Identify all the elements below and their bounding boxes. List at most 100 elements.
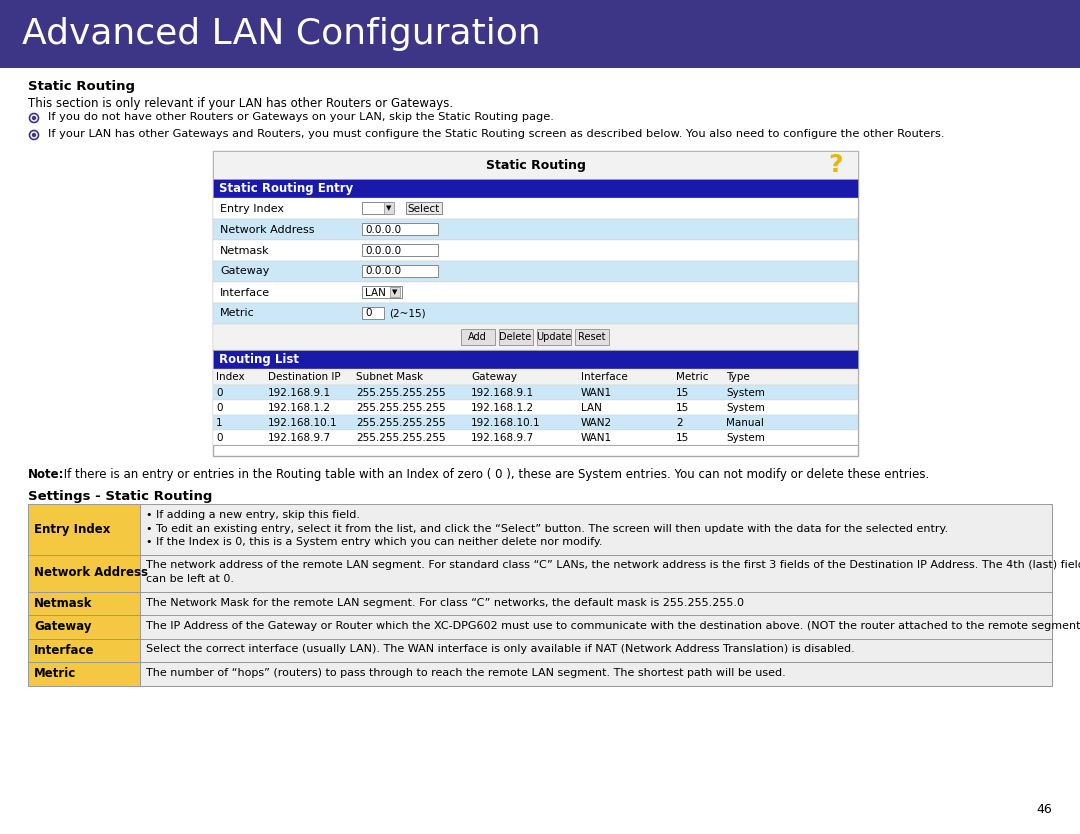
Bar xyxy=(140,504,1052,555)
Text: If your LAN has other Gateways and Routers, you must configure the Static Routin: If your LAN has other Gateways and Route… xyxy=(48,129,945,139)
Text: 255.255.255.255: 255.255.255.255 xyxy=(356,418,446,428)
Bar xyxy=(28,504,140,555)
Text: ?: ? xyxy=(828,153,843,177)
Bar xyxy=(213,350,858,369)
Text: Add: Add xyxy=(468,332,487,342)
Bar xyxy=(213,415,858,430)
Circle shape xyxy=(32,117,36,119)
Bar xyxy=(362,202,392,214)
Bar xyxy=(213,261,858,282)
Bar xyxy=(362,223,438,235)
Bar xyxy=(28,662,140,686)
Bar xyxy=(537,329,570,345)
Text: 192.168.1.2: 192.168.1.2 xyxy=(471,403,535,413)
Text: Subnet Mask: Subnet Mask xyxy=(356,372,423,382)
Text: 0.0.0.0: 0.0.0.0 xyxy=(365,245,401,255)
Bar xyxy=(213,151,858,456)
Text: Select: Select xyxy=(408,203,441,214)
Text: Advanced LAN Configuration: Advanced LAN Configuration xyxy=(22,17,541,51)
Text: Delete: Delete xyxy=(499,332,531,342)
Bar xyxy=(213,151,858,179)
Text: Select the correct interface (usually LAN). The WAN interface is only available : Select the correct interface (usually LA… xyxy=(146,645,854,655)
Bar xyxy=(362,265,438,277)
Text: Interface: Interface xyxy=(33,644,95,656)
Bar xyxy=(0,0,1080,68)
Bar xyxy=(213,445,858,446)
Text: System: System xyxy=(726,403,765,413)
Text: 1: 1 xyxy=(216,418,222,428)
Text: 15: 15 xyxy=(676,433,689,443)
Text: ▼: ▼ xyxy=(392,289,397,295)
Text: Gateway: Gateway xyxy=(220,267,269,277)
Bar xyxy=(28,615,140,639)
Text: Settings - Static Routing: Settings - Static Routing xyxy=(28,490,213,503)
Text: 0.0.0.0: 0.0.0.0 xyxy=(365,267,401,277)
Bar xyxy=(213,430,858,445)
Bar xyxy=(213,240,858,261)
Text: Type: Type xyxy=(726,372,750,382)
Bar xyxy=(28,555,140,591)
Text: Interface: Interface xyxy=(220,288,270,298)
Bar xyxy=(28,639,140,662)
Bar xyxy=(460,329,495,345)
Text: If you do not have other Routers or Gateways on your LAN, skip the Static Routin: If you do not have other Routers or Gate… xyxy=(48,112,554,122)
Bar xyxy=(499,329,532,345)
Text: Destination IP: Destination IP xyxy=(268,372,340,382)
Text: 0: 0 xyxy=(365,309,372,319)
Text: LAN: LAN xyxy=(581,403,602,413)
Text: Update: Update xyxy=(536,332,571,342)
Text: • If adding a new entry, skip this field.: • If adding a new entry, skip this field… xyxy=(146,510,360,520)
Text: Gateway: Gateway xyxy=(33,620,92,633)
Text: WAN1: WAN1 xyxy=(581,433,612,443)
Bar xyxy=(362,307,384,319)
Text: Reset: Reset xyxy=(578,332,605,342)
Bar xyxy=(213,400,858,415)
Bar xyxy=(213,324,858,350)
Bar xyxy=(28,591,140,615)
Bar xyxy=(213,179,858,198)
Text: can be left at 0.: can be left at 0. xyxy=(146,574,234,584)
Text: Static Routing: Static Routing xyxy=(28,80,135,93)
Bar xyxy=(362,286,402,298)
Text: Metric: Metric xyxy=(220,309,255,319)
Text: The IP Address of the Gateway or Router which the XC-DPG602 must use to communic: The IP Address of the Gateway or Router … xyxy=(146,621,1080,631)
Bar xyxy=(140,639,1052,662)
Text: 46: 46 xyxy=(1036,803,1052,816)
Text: Manual: Manual xyxy=(726,418,764,428)
Text: System: System xyxy=(726,388,765,398)
Text: Metric: Metric xyxy=(676,372,708,382)
Bar xyxy=(213,385,858,400)
Text: 0: 0 xyxy=(216,388,222,398)
Text: 255.255.255.255: 255.255.255.255 xyxy=(356,433,446,443)
Text: Network Address: Network Address xyxy=(33,566,148,580)
Text: 192.168.10.1: 192.168.10.1 xyxy=(471,418,541,428)
Text: Metric: Metric xyxy=(33,667,77,681)
Bar xyxy=(213,369,858,385)
Text: The network address of the remote LAN segment. For standard class “C” LANs, the : The network address of the remote LAN se… xyxy=(146,560,1080,570)
Text: 192.168.10.1: 192.168.10.1 xyxy=(268,418,338,428)
Bar xyxy=(140,591,1052,615)
Text: 255.255.255.255: 255.255.255.255 xyxy=(356,388,446,398)
Bar xyxy=(362,244,438,256)
Text: 255.255.255.255: 255.255.255.255 xyxy=(356,403,446,413)
Text: Netmask: Netmask xyxy=(33,597,93,610)
Bar xyxy=(213,219,858,240)
Text: 192.168.9.7: 192.168.9.7 xyxy=(471,433,535,443)
Bar xyxy=(213,282,858,303)
Text: The number of “hops” (routers) to pass through to reach the remote LAN segment. : The number of “hops” (routers) to pass t… xyxy=(146,668,786,678)
Bar xyxy=(140,555,1052,591)
Text: Static Routing: Static Routing xyxy=(486,158,585,172)
Text: 2: 2 xyxy=(676,418,683,428)
Text: Entry Index: Entry Index xyxy=(220,203,284,214)
Text: ▼: ▼ xyxy=(387,205,392,212)
Text: 192.168.1.2: 192.168.1.2 xyxy=(268,403,332,413)
Text: Gateway: Gateway xyxy=(471,372,517,382)
Text: Static Routing Entry: Static Routing Entry xyxy=(219,182,353,195)
Text: System: System xyxy=(726,433,765,443)
Text: This section is only relevant if your LAN has other Routers or Gateways.: This section is only relevant if your LA… xyxy=(28,97,454,110)
Text: 0: 0 xyxy=(216,433,222,443)
Circle shape xyxy=(32,133,36,137)
Bar xyxy=(575,329,608,345)
Text: If there is an entry or entries in the Routing table with an Index of zero ( 0 ): If there is an entry or entries in the R… xyxy=(60,468,929,481)
Bar xyxy=(384,202,394,214)
